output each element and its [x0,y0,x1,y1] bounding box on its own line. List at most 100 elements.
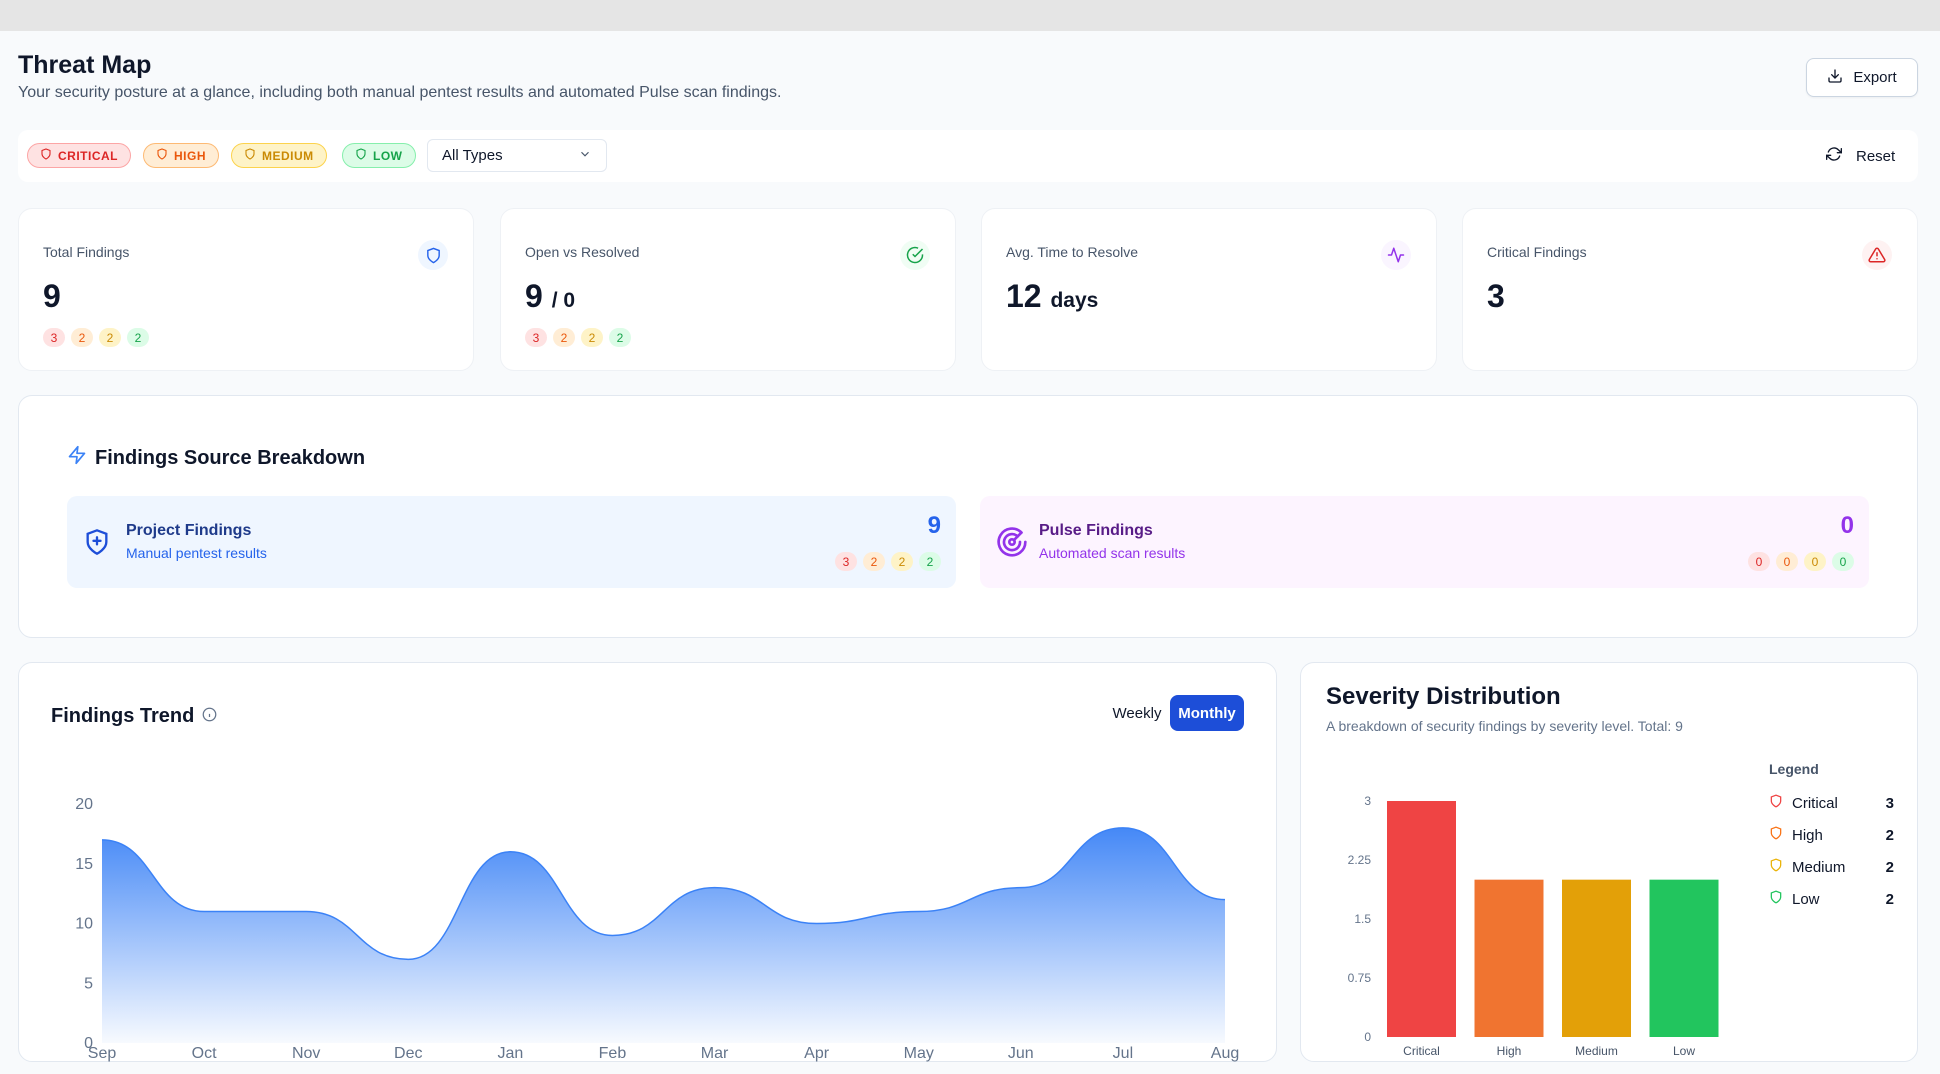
count-low: 0 [1832,552,1854,571]
count-critical: 3 [43,328,65,347]
chip-label: CRITICAL [58,148,118,163]
type-select[interactable]: All Types [427,139,607,172]
y-tick-label: 0.75 [1348,971,1372,985]
stat-label: Avg. Time to Resolve [1006,244,1139,260]
y-tick-label: 10 [75,916,93,933]
count-medium: 2 [99,328,121,347]
count-low: 2 [609,328,631,347]
y-tick-label: 0 [1364,1030,1371,1044]
reset-label: Reset [1856,147,1896,165]
x-tick-label: High [1497,1044,1522,1058]
stat-card-open-vs-resolved: Open vs Resolved 9 / 0 3 2 2 2 [500,208,956,371]
stat-value-number: 12 [1006,278,1042,314]
chip-label: MEDIUM [262,148,314,163]
chevron-down-icon [578,147,592,165]
x-tick-label: Low [1673,1044,1695,1058]
legend-item-medium: Medium 2 [1769,857,1894,877]
trend-title-text: Findings Trend [51,705,195,727]
stat-unit: days [1050,289,1099,312]
source-name: Project Findings [126,522,252,539]
breakdown-title: Findings Source Breakdown [67,445,365,471]
legend-name: High [1792,826,1823,844]
source-description: Automated scan results [1039,545,1186,561]
y-tick-label: 0 [84,1035,93,1052]
y-tick-label: 5 [84,975,93,992]
y-tick-label: 2.25 [1348,853,1372,867]
trend-chart: 0 5 10 15 20 Sep Oct Nov Dec Jan Feb Mar Apr May Jun Ju… [75,796,1239,1062]
legend-item-critical: Critical 3 [1769,793,1894,813]
project-findings-card[interactable]: Project Findings Manual pentest results … [67,496,956,588]
stat-unit: / 0 [551,289,576,312]
x-tick-label: Critical [1403,1044,1440,1058]
source-count: 0 [1840,512,1854,539]
bar-high[interactable] [1474,879,1544,1037]
count-medium: 2 [891,552,913,571]
download-icon [1827,68,1843,88]
bar-medium[interactable] [1562,879,1631,1037]
trend-line [101,827,1226,961]
x-tick-label: Mar [701,1045,729,1062]
filter-chip-low[interactable]: LOW [342,143,416,168]
alert-triangle-icon [1862,240,1892,270]
check-circle-icon [900,240,930,270]
x-tick-label: Dec [394,1045,422,1062]
toggle-weekly[interactable]: Weekly [1106,695,1168,731]
severity-counts: 3 2 2 2 [835,552,941,571]
export-label: Export [1853,69,1897,86]
legend-title: Legend [1769,761,1819,777]
shield-icon [1769,794,1783,812]
count-high: 2 [863,552,885,571]
shield-icon [355,148,367,163]
bar-low[interactable] [1649,879,1719,1037]
refresh-icon [1826,146,1842,166]
count-critical: 0 [1748,552,1770,571]
toggle-monthly[interactable]: Monthly [1170,695,1244,731]
legend-name: Critical [1792,794,1838,812]
count-critical: 3 [835,552,857,571]
severity-title: Severity Distribution [1326,683,1561,710]
reset-button[interactable]: Reset [1826,143,1895,169]
threat-map-page: Threat Map Your security posture at a gl… [0,31,1940,1074]
stat-card-total-findings: Total Findings 9 3 2 2 2 [18,208,474,371]
bar-critical[interactable] [1387,801,1456,1037]
source-description: Manual pentest results [126,545,267,561]
count-medium: 0 [1804,552,1826,571]
source-count: 9 [927,512,941,539]
chip-label: HIGH [174,148,206,163]
x-tick-label: Jun [1008,1045,1034,1062]
x-tick-label: Jul [1113,1045,1133,1062]
stat-label: Open vs Resolved [525,244,640,260]
legend-name: Medium [1792,858,1846,876]
pulse-findings-card[interactable]: Pulse Findings Automated scan results 0 … [980,496,1869,588]
legend-name: Low [1792,890,1820,908]
y-tick-label: 1.5 [1354,912,1371,926]
shield-icon [244,148,256,163]
stat-card-avg-time: Avg. Time to Resolve 12 days [981,208,1437,371]
activity-icon [1381,240,1411,270]
x-tick-label: Medium [1575,1044,1618,1058]
x-tick-label: Sep [88,1045,117,1062]
stat-card-critical-findings: Critical Findings 3 [1462,208,1918,371]
filter-chip-critical[interactable]: CRITICAL [27,143,131,168]
count-high: 2 [71,328,93,347]
stat-value-number: 9 [43,278,61,314]
findings-trend-card: Findings Trend Weekly Monthly 0 5 10 15 20 Se… [18,662,1277,1062]
breakdown-title-text: Findings Source Breakdown [95,446,366,469]
export-button[interactable]: Export [1806,58,1918,97]
shield-plus-icon [83,526,111,563]
stat-label: Total Findings [43,244,130,260]
y-tick-label: 20 [75,796,93,813]
count-high: 0 [1776,552,1798,571]
legend-value: 2 [1885,858,1894,876]
radar-icon [996,526,1028,563]
filter-chip-high[interactable]: HIGH [143,143,219,168]
filter-chip-medium[interactable]: MEDIUM [231,143,327,168]
x-tick-label: Apr [804,1045,830,1062]
shield-icon [418,240,448,270]
info-icon[interactable] [202,705,217,728]
stat-value-number: 3 [1487,278,1505,314]
x-tick-label: Aug [1211,1045,1239,1062]
count-low: 2 [127,328,149,347]
page-title: Threat Map [18,51,152,79]
stat-value-number: 9 [525,278,543,314]
